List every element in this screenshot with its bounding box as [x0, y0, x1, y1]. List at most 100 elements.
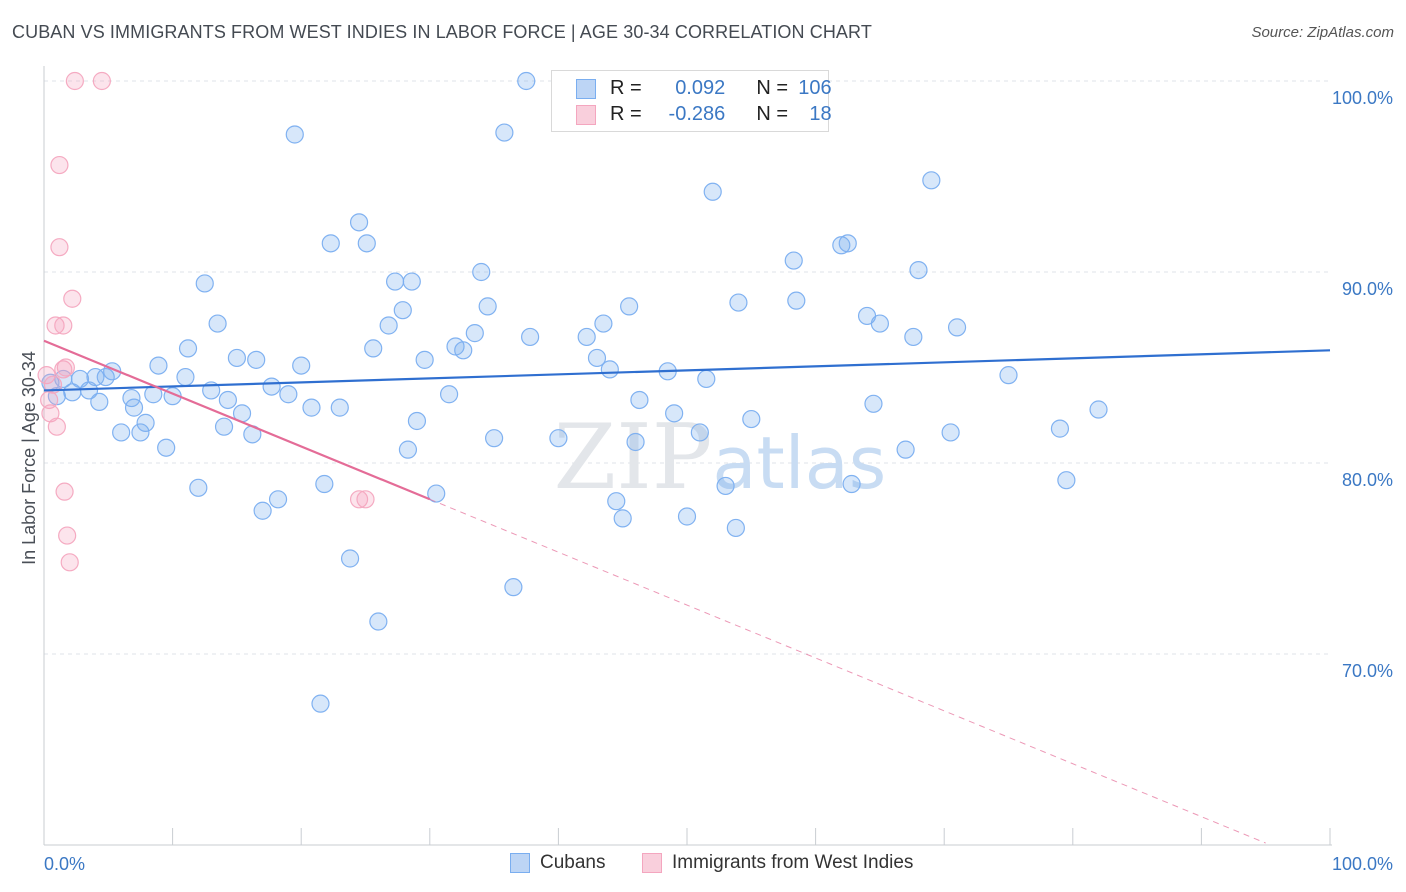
- cuban-point: [909, 260, 928, 280]
- cuban-point: [218, 390, 237, 410]
- west-indies-point: [58, 526, 77, 545]
- west-indies-point: [60, 553, 79, 572]
- west-indies-point: [46, 316, 65, 335]
- west-indies-point: [356, 490, 375, 509]
- cuban-point: [86, 367, 105, 387]
- cuban-point: [485, 429, 504, 448]
- cuban-point: [742, 409, 761, 429]
- cuban-point: [364, 339, 383, 358]
- cuban-point: [842, 474, 861, 494]
- cuban-point: [398, 440, 418, 459]
- cuban-point: [253, 501, 272, 520]
- cuban-point: [607, 492, 626, 511]
- cuban-point: [262, 377, 281, 396]
- cuban-point: [454, 341, 473, 360]
- source-label: Source: ZipAtlas.com: [1251, 24, 1394, 41]
- legend-n-value-west-indies: 18: [809, 103, 832, 125]
- legend-r-value-west-indies: -0.286: [668, 103, 726, 125]
- cuban-point: [427, 484, 446, 503]
- cuban-point: [703, 182, 722, 201]
- cuban-point: [697, 369, 716, 389]
- cuban-point: [465, 324, 484, 343]
- cuban-point: [208, 314, 227, 333]
- cuban-point: [393, 301, 412, 320]
- axes: [43, 66, 1332, 846]
- cuban-point: [149, 356, 168, 375]
- west-indies-point: [56, 358, 75, 377]
- cuban-point: [626, 432, 645, 452]
- legend-swatch-west-indies: [576, 105, 596, 125]
- axis-labels: 70.0% 80.0% 90.0% 100.0% 0.0% 100.0% In Labor …: [19, 88, 1393, 874]
- legend-n-label: N =: [756, 77, 789, 99]
- cuban-point: [832, 236, 851, 255]
- cuban-point: [999, 366, 1018, 385]
- west-indies-point: [54, 316, 73, 335]
- west-indies-point: [47, 417, 66, 436]
- cuban-point: [521, 327, 540, 347]
- legend-r-value-cubans: 0.092: [675, 77, 726, 99]
- cuban-point: [1050, 419, 1070, 438]
- cuban-point: [1089, 400, 1108, 419]
- cuban-point: [330, 398, 349, 417]
- west-indies-point: [40, 390, 59, 410]
- west-indies-point: [63, 289, 82, 308]
- cuban-point: [690, 423, 709, 442]
- cuban-point: [587, 348, 607, 368]
- cuban-point: [577, 327, 596, 347]
- cuban-point: [369, 612, 388, 631]
- cuban-point: [784, 251, 803, 270]
- cuban-point: [594, 314, 613, 333]
- legend-swatch-cubans: [576, 79, 596, 99]
- west-indies-point: [65, 71, 84, 91]
- cuban-point: [407, 411, 427, 431]
- cuban-point: [677, 507, 697, 526]
- cuban-point: [402, 272, 421, 291]
- y-tick-label: 70.0%: [1342, 661, 1393, 681]
- west-indies-trend-line: [43, 339, 431, 501]
- y-tick-label: 80.0%: [1342, 470, 1393, 490]
- cuban-point: [838, 234, 857, 253]
- cuban-point: [285, 125, 304, 144]
- cuban-point: [292, 356, 311, 375]
- cuban-point: [268, 490, 288, 509]
- cuban-point: [716, 476, 735, 496]
- cuban-point: [870, 314, 890, 333]
- cuban-point: [189, 478, 208, 497]
- x-tick-label: 100.0%: [1332, 854, 1393, 874]
- cuban-point: [302, 398, 321, 417]
- correlation-legend: R = 0.092 N = 106 R = -0.286 N = 18: [551, 70, 832, 132]
- y-tick-label: 90.0%: [1342, 279, 1393, 299]
- west-indies-point: [349, 490, 369, 509]
- cuban-point: [947, 318, 967, 337]
- west-indies-point: [37, 366, 56, 385]
- cuban-point: [385, 272, 405, 291]
- cuban-point: [665, 404, 684, 423]
- cuban-point: [922, 171, 941, 190]
- cuban-point: [176, 367, 195, 387]
- bottom-legend-label-cubans: Cubans: [540, 852, 606, 873]
- trend-lines: [43, 339, 1331, 844]
- legend-n-label: N =: [756, 103, 789, 125]
- cuban-point: [136, 413, 155, 432]
- cuban-point: [613, 509, 632, 528]
- bottom-legend-label-west-indies: Immigrants from West Indies: [672, 852, 914, 873]
- west-indies-point: [50, 155, 69, 175]
- cuban-point: [357, 234, 376, 253]
- cuban-point: [247, 350, 266, 369]
- bottom-legend-swatch-west-indies: [642, 853, 662, 873]
- grid-lines: [44, 80, 1330, 655]
- cuban-point: [340, 549, 360, 568]
- x-tick-label: 0.0%: [44, 854, 85, 874]
- cuban-point: [124, 398, 144, 417]
- cuban-point: [1057, 471, 1076, 490]
- chart-title: CUBAN VS IMMIGRANTS FROM WEST INDIES IN …: [12, 22, 872, 42]
- cuban-point: [315, 474, 334, 494]
- cuban-point: [178, 339, 198, 358]
- cuban-point: [517, 71, 536, 91]
- cuban-point: [478, 297, 497, 316]
- cuban-point: [415, 350, 434, 369]
- west-indies-point: [55, 482, 74, 501]
- cuban-point: [157, 438, 176, 457]
- cuban-point: [131, 423, 150, 442]
- y-axis-label: In Labor Force | Age 30-34: [19, 351, 39, 565]
